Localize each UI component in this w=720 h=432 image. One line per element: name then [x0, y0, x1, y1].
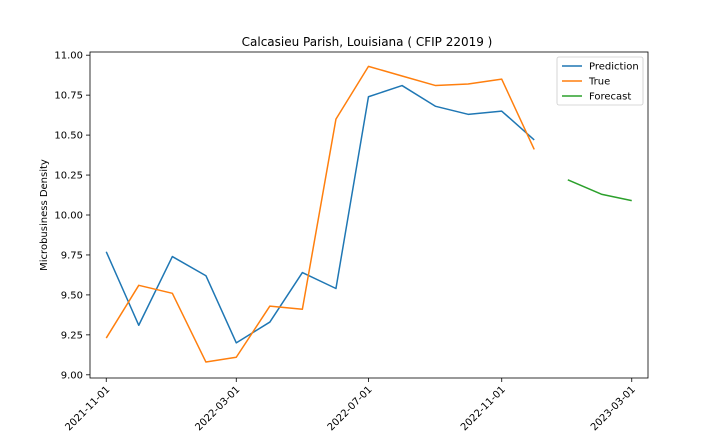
y-tick-label: 10.00 [54, 211, 83, 222]
y-axis-label: Microbusiness Density [39, 159, 50, 271]
y-tick-label: 9.50 [61, 290, 83, 301]
legend-box [556, 56, 644, 106]
x-tick-label: 2022-11-01 [459, 384, 508, 432]
y-axis: 9.00 9.25 9.50 9.75 10.00 10.25 10.50 10.75 11.0… [54, 51, 90, 381]
y-tick-label: 10.75 [54, 91, 83, 102]
legend: Prediction True Forecast [556, 56, 644, 106]
series-line-forecast [567, 179, 632, 202]
series-line-true [105, 65, 535, 363]
x-tick-label: 2023-03-01 [589, 384, 638, 432]
x-tick-label: 2021-11-01 [63, 384, 112, 432]
plot-area [105, 65, 632, 363]
x-tick-label: 2022-07-01 [326, 384, 375, 432]
y-tick-label: 9.00 [61, 370, 83, 381]
y-tick-label: 10.25 [54, 171, 83, 182]
y-tick-label: 10.50 [54, 131, 83, 142]
chart-title: Calcasieu Parish, Louisiana ( CFIP 22019… [242, 35, 493, 49]
legend-label-true: True [588, 77, 610, 88]
y-tick-label: 11.00 [54, 51, 83, 62]
series-line-prediction [105, 84, 535, 344]
x-axis: 2021-11-01 2022-03-01 2022-07-01 2022-11-01… [63, 378, 638, 432]
legend-label-forecast: Forecast [589, 92, 631, 103]
legend-label-prediction: Prediction [589, 62, 639, 73]
y-tick-label: 9.75 [61, 250, 83, 261]
x-tick-label: 2022-03-01 [194, 384, 243, 432]
y-tick-label: 9.25 [61, 330, 83, 341]
